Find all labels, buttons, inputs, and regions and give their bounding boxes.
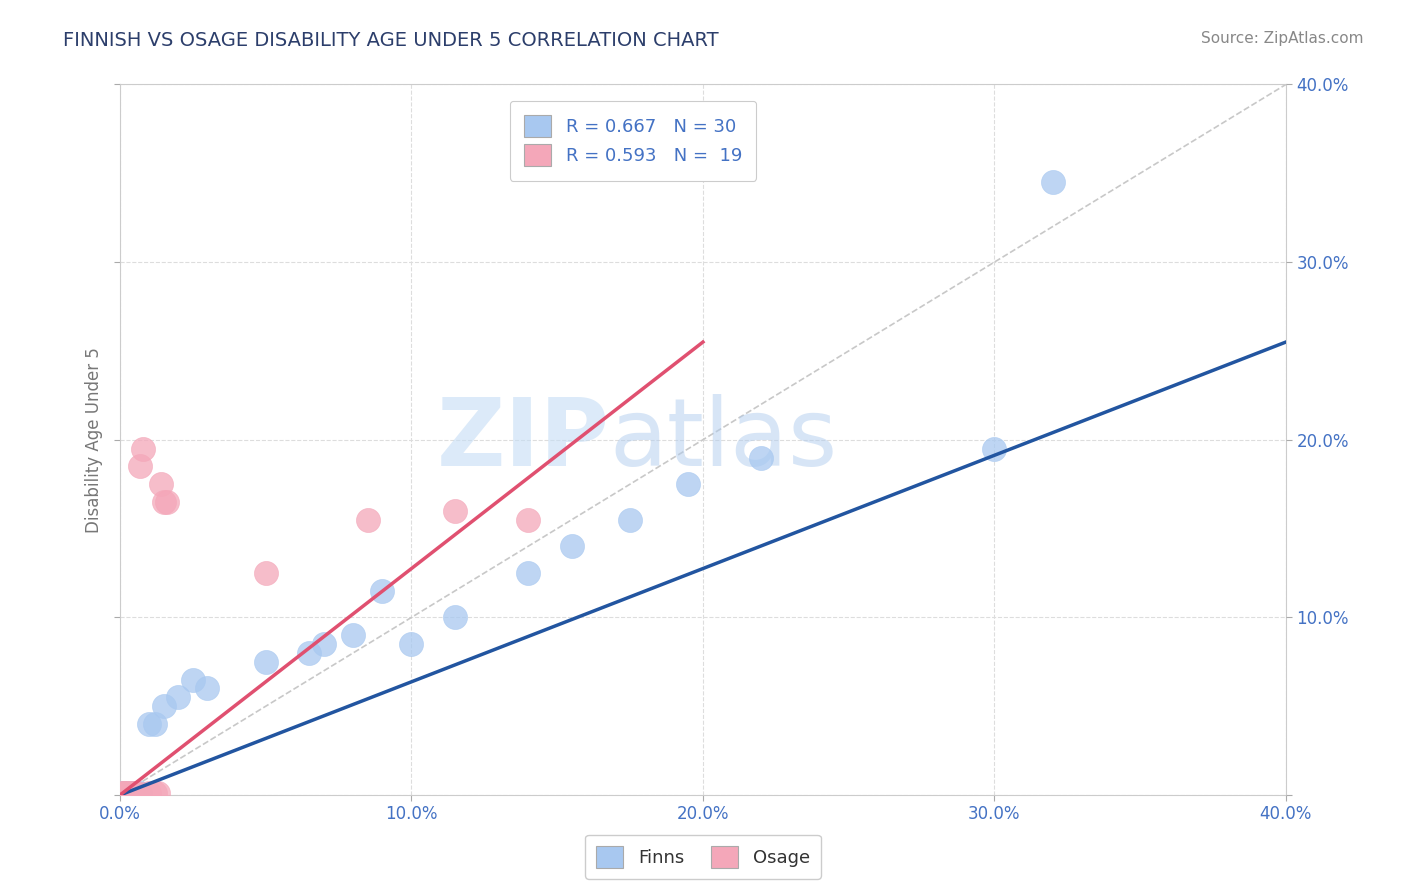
Point: [111, 786, 134, 800]
Text: Source: ZipAtlas.com: Source: ZipAtlas.com: [1201, 31, 1364, 46]
Point: [124, 786, 146, 800]
Point: [127, 786, 149, 800]
Point: [517, 513, 540, 527]
Point: [312, 637, 335, 651]
Point: [114, 786, 136, 800]
Point: [197, 681, 219, 696]
Point: [181, 673, 204, 687]
Point: [254, 566, 277, 580]
Point: [127, 786, 149, 800]
Point: [444, 504, 467, 518]
Point: [342, 628, 364, 642]
Point: [298, 646, 321, 660]
Point: [155, 495, 177, 509]
Point: [132, 442, 155, 456]
Point: [114, 786, 136, 800]
Text: FINNISH VS OSAGE DISABILITY AGE UNDER 5 CORRELATION CHART: FINNISH VS OSAGE DISABILITY AGE UNDER 5 …: [63, 31, 718, 50]
Point: [749, 450, 772, 465]
Point: [121, 786, 143, 800]
Text: ZIP: ZIP: [437, 393, 610, 486]
Point: [138, 717, 160, 731]
Point: [619, 513, 641, 527]
Point: [118, 786, 141, 800]
Legend: Finns, Osage: Finns, Osage: [585, 835, 821, 879]
Point: [124, 786, 146, 800]
Point: [149, 477, 172, 491]
Point: [143, 717, 166, 731]
Point: [444, 610, 467, 624]
Point: [111, 786, 134, 800]
Point: [983, 442, 1005, 456]
Point: [118, 786, 141, 800]
Point: [357, 513, 380, 527]
Point: [401, 637, 423, 651]
Point: [111, 786, 134, 800]
Point: [167, 690, 190, 705]
Point: [678, 477, 700, 491]
Point: [146, 786, 169, 800]
Point: [111, 786, 134, 800]
Point: [254, 655, 277, 669]
Point: [561, 539, 583, 553]
Point: [143, 786, 166, 800]
Text: atlas: atlas: [610, 393, 838, 486]
Point: [129, 459, 152, 474]
Point: [111, 786, 134, 800]
Point: [152, 495, 174, 509]
Legend: R = 0.667   N = 30, R = 0.593   N =  19: R = 0.667 N = 30, R = 0.593 N = 19: [509, 101, 756, 181]
Y-axis label: Disability Age Under 5: Disability Age Under 5: [86, 347, 103, 533]
Point: [517, 566, 540, 580]
Point: [111, 786, 134, 800]
Point: [371, 583, 394, 598]
Point: [152, 699, 174, 714]
Point: [121, 786, 143, 800]
Point: [129, 786, 152, 800]
Point: [1042, 175, 1064, 189]
Point: [138, 786, 160, 800]
